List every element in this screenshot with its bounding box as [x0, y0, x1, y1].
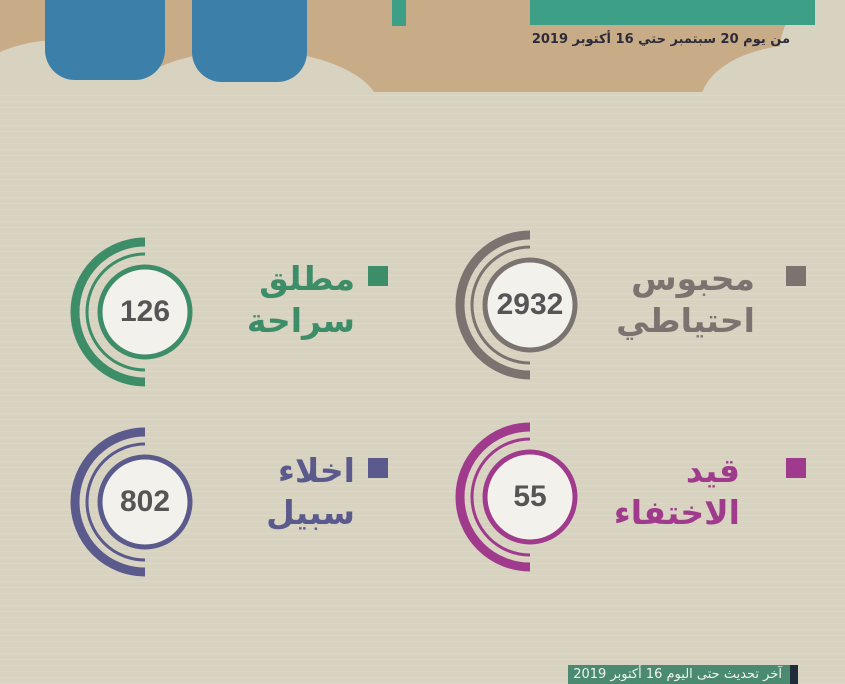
title-accent	[392, 0, 406, 26]
stat-ring-detained: 2932	[455, 230, 605, 380]
stat-ring-disappeared: 55	[455, 422, 605, 572]
stat-label-released: مطلق سراحة	[247, 258, 355, 342]
bullet-square	[786, 266, 806, 286]
bullet-square	[786, 458, 806, 478]
label-line2: سبيل	[266, 493, 355, 532]
label-line2: سراحة	[246, 301, 355, 340]
label-line2: الاختفاء	[613, 493, 740, 532]
stat-value: 55	[513, 480, 547, 513]
stat-label-bailed: اخلاء سبيل	[266, 450, 355, 534]
hand-right-image	[192, 0, 307, 82]
bullet-square	[368, 458, 388, 478]
stat-ring-released: 126	[70, 237, 220, 387]
header-banner: من يوم 20 سبتمبر حتي 16 أكتوبر 2019	[0, 0, 845, 92]
hand-left-image	[45, 0, 165, 80]
label-line1: محبوس	[631, 259, 755, 298]
date-range: من يوم 20 سبتمبر حتي 16 أكتوبر 2019	[531, 32, 790, 47]
stat-value: 2932	[496, 288, 564, 321]
label-line1: اخلاء	[277, 451, 355, 490]
label-line1: مطلق	[259, 259, 355, 298]
stat-ring-bailed: 802	[70, 427, 220, 577]
stat-value: 802	[119, 485, 171, 518]
stat-label-disappeared: قيد الاختفاء	[614, 450, 740, 534]
title-box	[530, 0, 815, 25]
last-update-label: آخر تحديث حتى اليوم 16 أكتوبر 2019	[568, 665, 798, 684]
stat-value: 126	[119, 295, 171, 328]
label-line2: احتياطي	[616, 301, 755, 340]
stat-label-detained: محبوس احتياطي	[616, 258, 755, 342]
label-line1: قيد	[685, 451, 740, 490]
bullet-square	[368, 266, 388, 286]
